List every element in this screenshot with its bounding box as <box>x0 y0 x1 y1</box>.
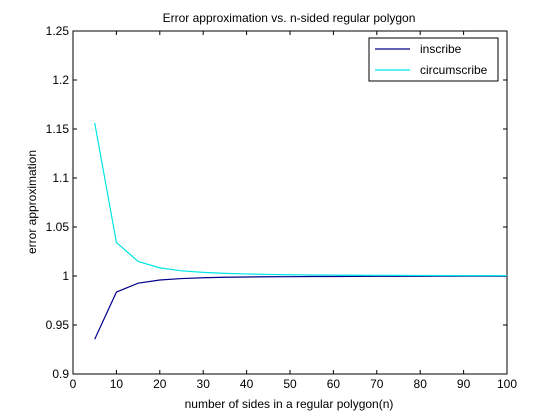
chart-title: Error approximation vs. n-sided regular … <box>163 11 416 25</box>
x-tick-label: 100 <box>497 377 517 391</box>
legend: inscribe circumscribe <box>368 37 499 82</box>
x-tick-label: 70 <box>370 377 384 391</box>
x-tick-label: 60 <box>327 377 341 391</box>
series-line-inscribe <box>94 275 507 340</box>
y-tick-label: 1.25 <box>46 24 70 38</box>
series-lines <box>94 122 508 340</box>
legend-box <box>368 37 499 82</box>
y-axis-ticks: 0.9 0.95 1 1.05 1.1 1.15 1.2 1.25 <box>46 24 507 381</box>
y-tick-label: 1.2 <box>52 73 69 87</box>
x-tick-label: 20 <box>153 377 167 391</box>
y-tick-label: 0.95 <box>46 318 70 332</box>
legend-label-inscribe: inscribe <box>420 42 462 56</box>
x-tick-label: 30 <box>197 377 211 391</box>
x-tick-label: 80 <box>414 377 428 391</box>
series-line-circumscribe <box>94 122 508 277</box>
y-tick-label: 1.15 <box>46 122 70 136</box>
x-tick-label: 0 <box>70 377 77 391</box>
legend-label-circumscribe: circumscribe <box>420 63 488 77</box>
y-tick-label: 1.05 <box>46 220 70 234</box>
x-tick-label: 40 <box>240 377 254 391</box>
x-axis-label: number of sides in a regular polygon(n) <box>185 397 394 411</box>
y-tick-label: 0.9 <box>52 367 69 381</box>
x-tick-label: 10 <box>110 377 124 391</box>
x-tick-label: 50 <box>283 377 297 391</box>
y-tick-label: 1 <box>62 269 69 283</box>
plot-area <box>72 30 508 375</box>
x-tick-label: 90 <box>457 377 471 391</box>
x-axis-ticks: 0 10 20 30 40 50 60 70 80 90 100 <box>70 31 517 391</box>
y-tick-label: 1.1 <box>52 171 69 185</box>
y-axis-label: error approximation <box>25 150 39 254</box>
